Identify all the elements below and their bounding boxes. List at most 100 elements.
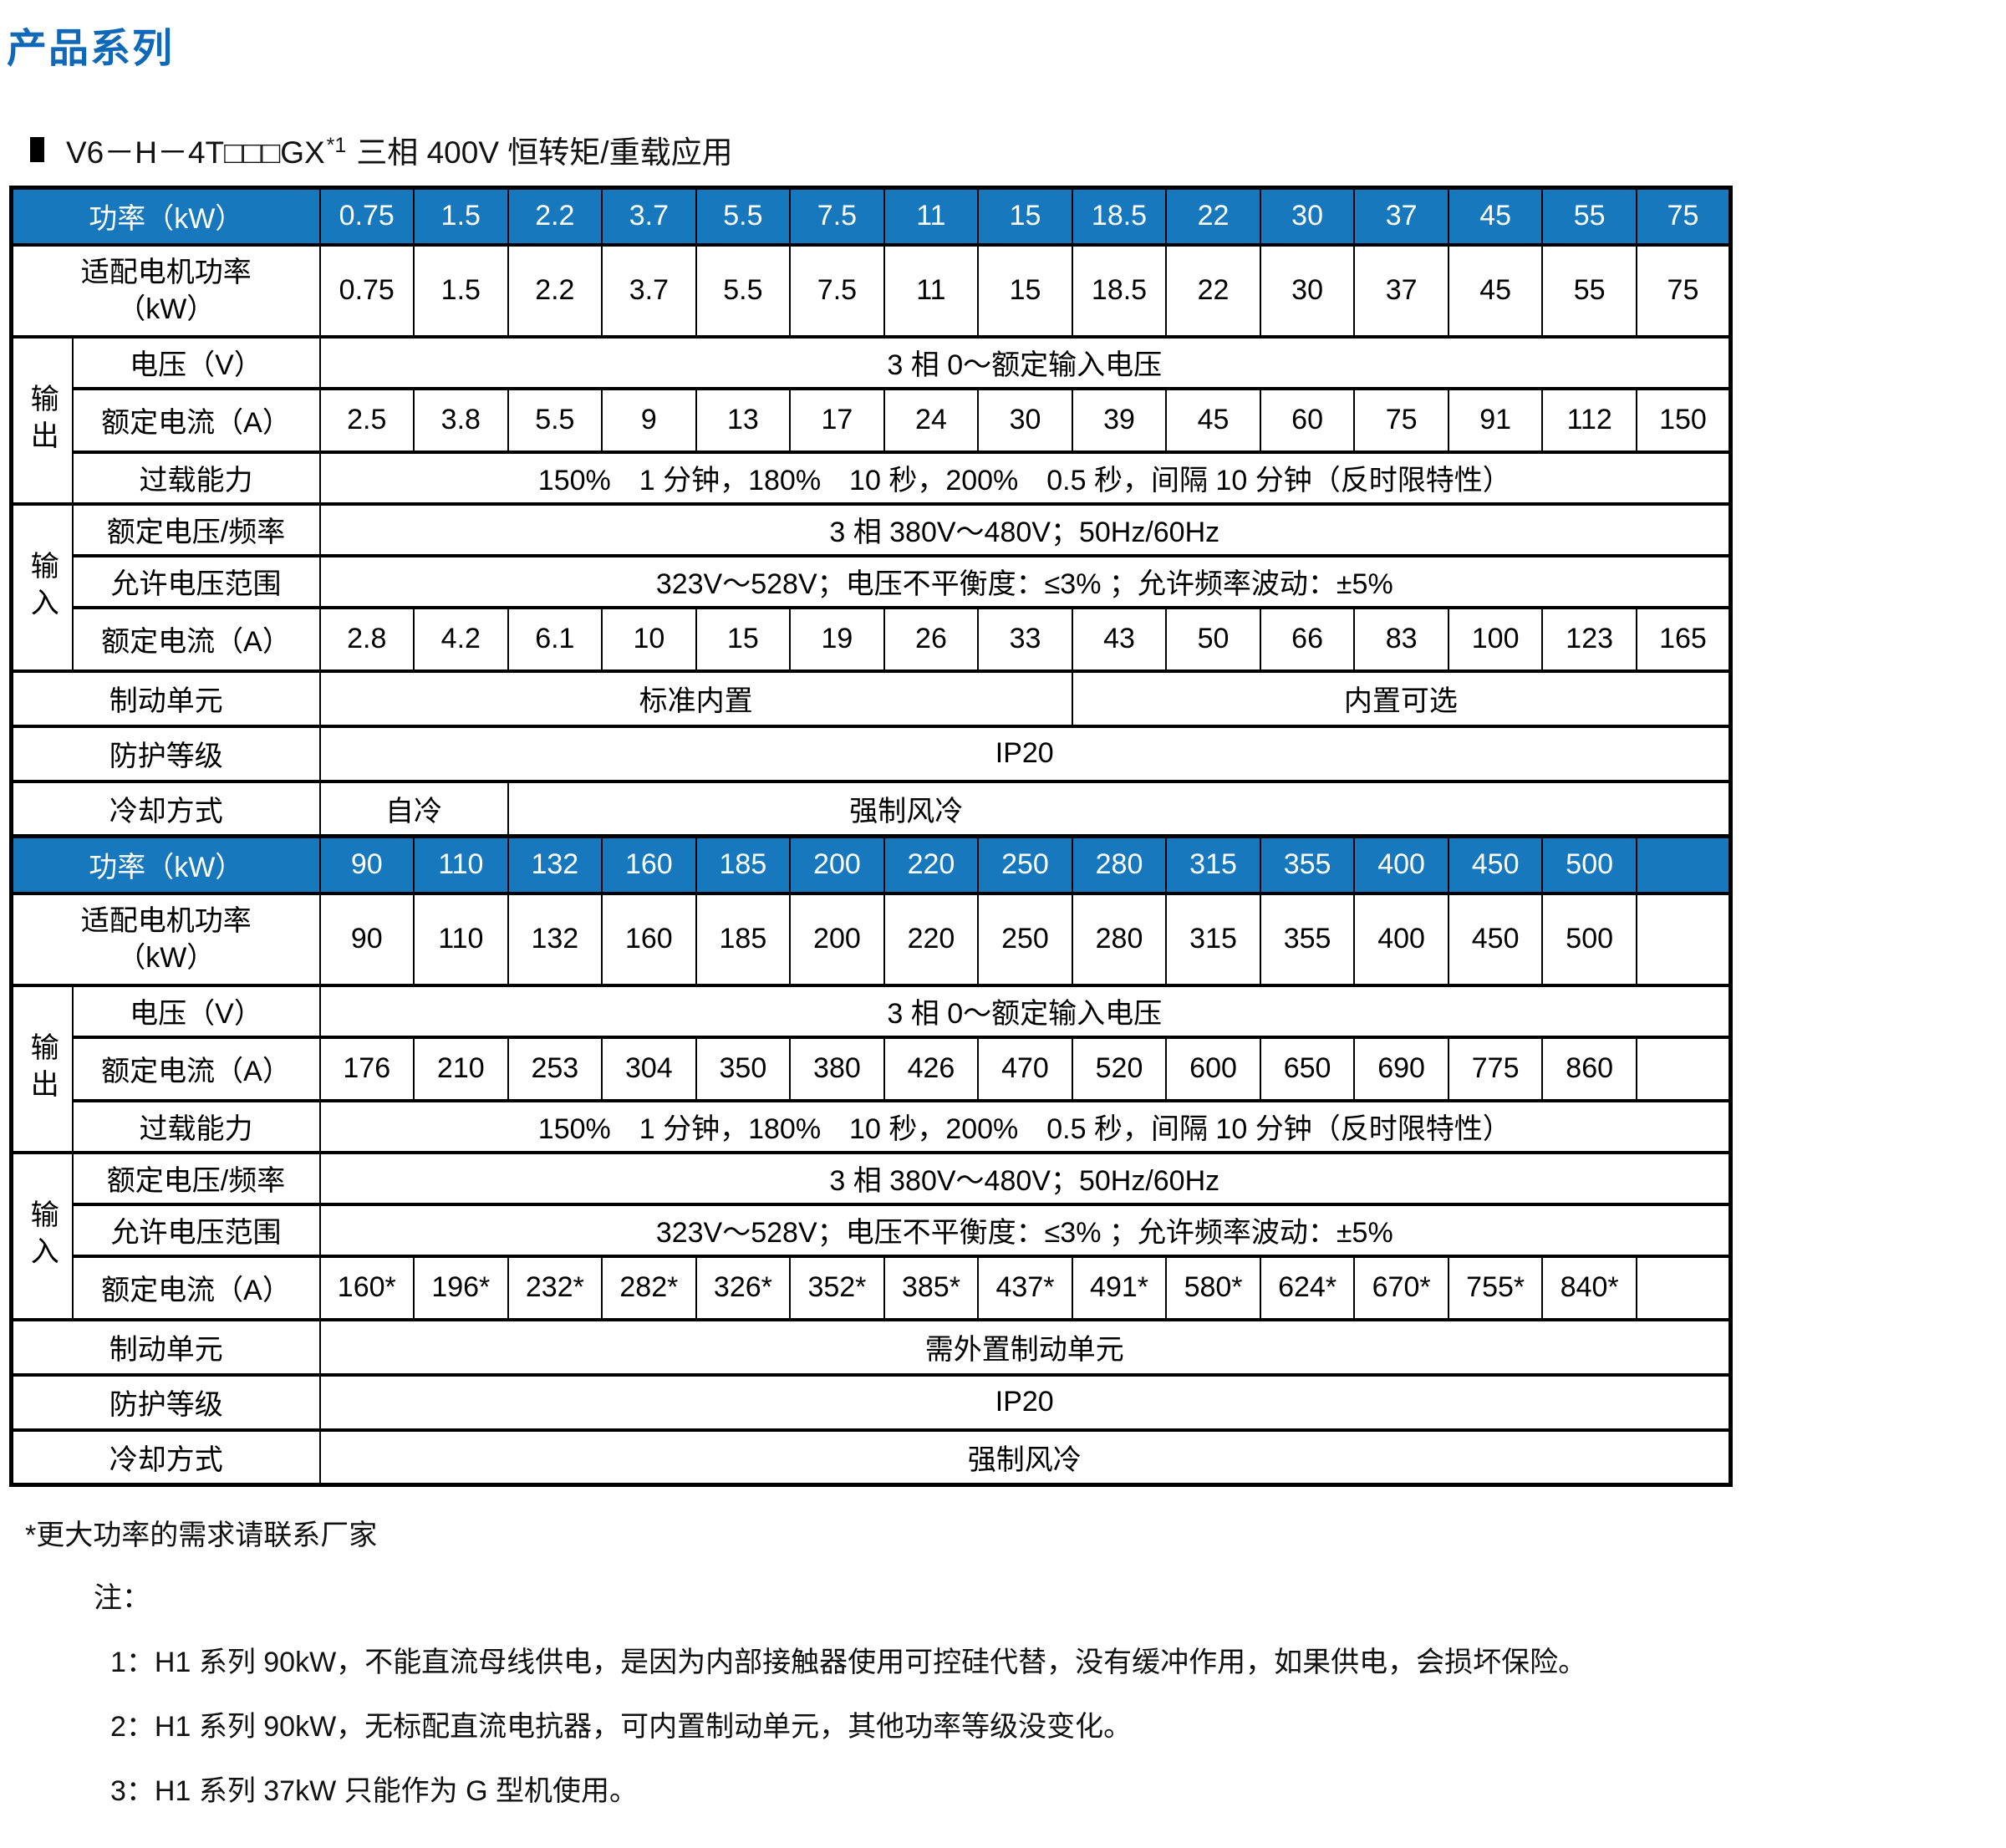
t2-cooling-value: 强制风冷 bbox=[318, 1428, 1732, 1487]
t2-output-current-cell: 350 bbox=[695, 1035, 792, 1102]
t2-power-cell: 400 bbox=[1353, 834, 1449, 895]
t2-output-current-cell: 380 bbox=[789, 1035, 885, 1102]
t1-output-current-cell: 9 bbox=[601, 386, 697, 454]
t2-voltage-range-value: 323V～528V；电压不平衡度：≤3% ；允许频率波动：±5% bbox=[318, 1202, 1732, 1258]
t2-motor-power-cell: 200 bbox=[789, 891, 885, 987]
t1-protection-row: 防护等级 IP20 bbox=[10, 724, 1732, 783]
t1-motor-power-cell: 22 bbox=[1165, 242, 1261, 339]
t2-power-cell bbox=[1635, 834, 1732, 895]
t1-motor-power-cell: 18.5 bbox=[1071, 242, 1168, 339]
t2-output-current-cell: 304 bbox=[601, 1035, 697, 1102]
t2-output-group-label: 输出 bbox=[10, 983, 74, 1154]
t2-input-current-cell: 232* bbox=[507, 1254, 603, 1321]
t1-input-current-cell: 6.1 bbox=[507, 605, 603, 673]
t1-motor-power-cell: 37 bbox=[1353, 242, 1449, 339]
t1-output-current-cell: 112 bbox=[1541, 386, 1637, 454]
t2-motor-power-cell: 500 bbox=[1541, 891, 1637, 987]
t2-overload-label: 过载能力 bbox=[71, 1098, 321, 1154]
t1-motor-power-cell: 55 bbox=[1541, 242, 1637, 339]
t1-input-current-cell: 123 bbox=[1541, 605, 1637, 673]
t2-input-current-cell: 437* bbox=[977, 1254, 1073, 1321]
t1-input-current-cell: 66 bbox=[1259, 605, 1356, 673]
t1-output-current-cell: 2.5 bbox=[318, 386, 415, 454]
t2-protection-value: IP20 bbox=[318, 1372, 1732, 1432]
t2-power-cell: 90 bbox=[318, 834, 415, 895]
t2-power-cell: 185 bbox=[695, 834, 792, 895]
t1-output-current-cell: 13 bbox=[695, 386, 792, 454]
t1-motor-power-cell: 11 bbox=[883, 242, 980, 339]
t2-input-group-label: 输入 bbox=[10, 1150, 74, 1321]
t1-power-cell: 18.5 bbox=[1071, 186, 1168, 247]
model-superscript: *1 bbox=[326, 133, 347, 157]
t1-output-current-cell: 3.8 bbox=[413, 386, 509, 454]
t1-motor-power-cell: 1.5 bbox=[413, 242, 509, 339]
t2-output-current-cell: 520 bbox=[1071, 1035, 1168, 1102]
t1-power-cell: 30 bbox=[1259, 186, 1356, 247]
t1-power-cell: 0.75 bbox=[318, 186, 415, 247]
t2-output-current-cell: 860 bbox=[1541, 1035, 1637, 1102]
t1-output-current-cell: 5.5 bbox=[507, 386, 603, 454]
t2-output-current-label: 额定电流（A） bbox=[71, 1035, 321, 1102]
t1-power-cell: 11 bbox=[883, 186, 980, 247]
t2-protection-row: 防护等级 IP20 bbox=[10, 1372, 1732, 1432]
t1-power-header-row: 功率（kW） 0.75 1.5 2.2 3.7 5.5 7.5 11 15 18.5 22 30 37… bbox=[10, 186, 1732, 247]
t2-power-cell: 220 bbox=[883, 834, 980, 895]
t1-motor-power-row: 适配电机功率 （kW） 0.75 1.5 2.2 3.7 5.5 7.5 11 15 18.5 2… bbox=[10, 242, 1732, 339]
t2-input-current-cell: 491* bbox=[1071, 1254, 1168, 1321]
t1-rated-vf-label: 额定电压/频率 bbox=[71, 501, 321, 557]
t2-rated-vf-value: 3 相 380V～480V；50Hz/60Hz bbox=[318, 1150, 1732, 1206]
t2-motor-power-label: 适配电机功率 （kW） bbox=[10, 891, 321, 987]
t1-motor-power-cell: 5.5 bbox=[695, 242, 792, 339]
t2-power-header-row: 功率（kW） 90 110 132 160 185 200 220 250 280 315 355 4… bbox=[10, 834, 1732, 895]
t1-input-current-cell: 43 bbox=[1071, 605, 1168, 673]
t2-protection-label: 防护等级 bbox=[10, 1372, 321, 1432]
t1-overload-label: 过载能力 bbox=[71, 450, 321, 506]
t2-motor-power-cell: 250 bbox=[977, 891, 1073, 987]
t2-input-current-cell: 196* bbox=[413, 1254, 509, 1321]
t2-power-cell: 200 bbox=[789, 834, 885, 895]
t1-brake-optional-cell: 内置可选 bbox=[1071, 669, 1732, 728]
note-line-3: 3：H1 系列 37kW 只能作为 G 型机使用。 bbox=[110, 1775, 638, 1807]
t1-motor-power-cell: 75 bbox=[1635, 242, 1732, 339]
t1-output-voltage-row: 输出 电压（V） 3 相 0～额定输入电压 bbox=[10, 334, 1732, 506]
notes-label: 注： bbox=[94, 1582, 150, 1614]
t1-output-current-cell: 30 bbox=[977, 386, 1073, 454]
page-title: 产品系列 bbox=[7, 27, 175, 71]
t2-power-cell: 450 bbox=[1447, 834, 1544, 895]
t1-power-cell: 45 bbox=[1447, 186, 1544, 247]
t2-output-current-cell: 176 bbox=[318, 1035, 415, 1102]
t1-protection-value: IP20 bbox=[318, 724, 1732, 783]
motor-power-label-line2: （kW） bbox=[117, 941, 216, 974]
t1-brake-row: 制动单元 标准内置 内置可选 bbox=[10, 669, 1732, 728]
t1-input-current-cell: 100 bbox=[1447, 605, 1544, 673]
t1-output-current-label: 额定电流（A） bbox=[71, 386, 321, 454]
t2-voltage-range-label: 允许电压范围 bbox=[71, 1202, 321, 1258]
t2-motor-power-cell bbox=[1635, 891, 1732, 987]
t2-output-current-cell: 600 bbox=[1165, 1035, 1261, 1102]
t1-input-current-cell: 2.8 bbox=[318, 605, 415, 673]
t1-output-current-cell: 60 bbox=[1259, 386, 1356, 454]
t1-input-current-cell: 33 bbox=[977, 605, 1073, 673]
t2-output-current-cell: 650 bbox=[1259, 1035, 1356, 1102]
t2-motor-power-cell: 132 bbox=[507, 891, 603, 987]
t1-power-cell: 7.5 bbox=[789, 186, 885, 247]
page: 产品系列 V6－H－4T□□□GX*1 三相 400V 恒转矩/重载应用 功率（… bbox=[7, 27, 2006, 1807]
t1-cooling-self-cell: 自冷 bbox=[318, 779, 509, 838]
model-line: V6－H－4T□□□GX*1 三相 400V 恒转矩/重载应用 bbox=[30, 127, 2006, 172]
t1-output-current-cell: 91 bbox=[1447, 386, 1544, 454]
t2-rated-vf-row: 输入 额定电压/频率 3 相 380V～480V；50Hz/60Hz bbox=[10, 1150, 1732, 1321]
motor-power-label-line2: （kW） bbox=[117, 293, 216, 325]
t1-input-current-cell: 165 bbox=[1635, 605, 1732, 673]
t2-input-current-cell: 385* bbox=[883, 1254, 980, 1321]
t1-power-cell: 2.2 bbox=[507, 186, 603, 247]
t1-power-header-label: 功率（kW） bbox=[10, 186, 321, 247]
t2-voltage-range-row: 允许电压范围 323V～528V；电压不平衡度：≤3% ；允许频率波动：±5% bbox=[12, 1202, 1732, 1258]
note-line-2: 2：H1 系列 90kW，无标配直流电抗器，可内置制动单元，其他功率等级没变化。 bbox=[110, 1711, 1133, 1743]
t2-rated-vf-label: 额定电压/频率 bbox=[71, 1150, 321, 1206]
t1-output-current-cell: 24 bbox=[883, 386, 980, 454]
t1-brake-label: 制动单元 bbox=[10, 669, 321, 728]
t1-voltage-range-row: 允许电压范围 323V～528V；电压不平衡度：≤3% ；允许频率波动：±5% bbox=[12, 553, 1732, 609]
t2-motor-power-cell: 185 bbox=[695, 891, 792, 987]
t2-motor-power-cell: 280 bbox=[1071, 891, 1168, 987]
t1-output-current-cell: 45 bbox=[1165, 386, 1261, 454]
